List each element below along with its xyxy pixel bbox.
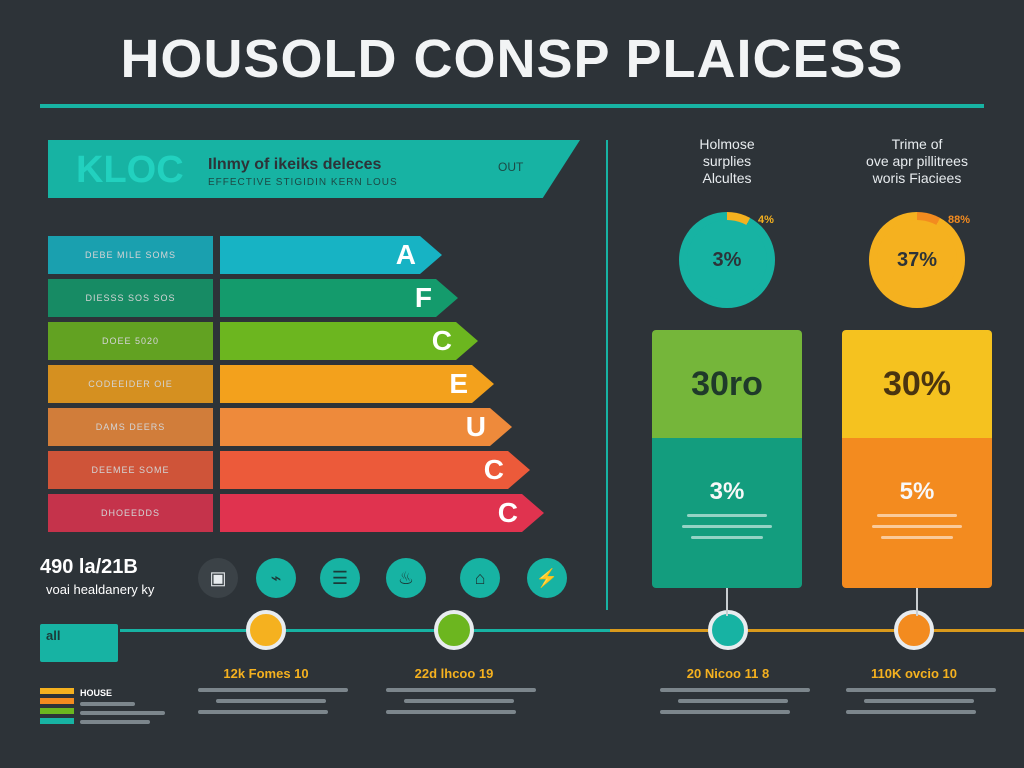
column-heading-line: surplies (702, 153, 752, 169)
rating-letter: E (449, 368, 468, 399)
card-text-line (877, 514, 957, 517)
timeline-node (894, 610, 934, 650)
caption-line (386, 688, 536, 692)
card-stem (726, 588, 728, 616)
rating-arrow: C (220, 494, 544, 532)
readout-value: 490 la/21B (40, 556, 138, 578)
page-title: HOUSOLD CONSP PLAICESS (120, 29, 904, 89)
timeline-caption-lines (846, 688, 996, 721)
card-text-line (682, 525, 772, 528)
plug-icon: ⚡ (527, 558, 567, 598)
rating-arrow: U (220, 408, 512, 446)
timeline-label: 12k Fomes 10 (223, 666, 309, 681)
column-heading: Holmose surplies Alcultes (627, 136, 827, 187)
banner-logo: KLOC (76, 149, 184, 191)
banner-subheading: EFFECTIVE STIGIDIN KERN LOUS (208, 177, 398, 188)
timeline-label: 20 Nicoo 11 8 (686, 666, 770, 681)
donut-chart: 37% (869, 212, 965, 308)
card-percent: 5% (899, 478, 935, 505)
timeline-line-teal (120, 629, 610, 632)
donut-chart: 3% (679, 212, 775, 308)
legend-text-lines (80, 702, 165, 724)
rating-arrow: C (220, 322, 478, 360)
timeline-label: 22d lhcoo 19 (414, 666, 494, 681)
card-text-line (691, 536, 763, 539)
readout-label: voai healdanery ky (46, 582, 155, 597)
caption-line (386, 710, 516, 714)
timeline-caption-lines (660, 688, 810, 721)
column-heading-line: Trime of (891, 136, 943, 152)
column-heading-line: woris Fiaciees (872, 170, 962, 186)
donut-value: 37% (877, 220, 957, 300)
card-text-line (687, 514, 767, 517)
title-rule (40, 104, 984, 108)
column-heading-line: ove apr pillitrees (866, 153, 968, 169)
banner-unit: OUT (498, 160, 524, 174)
legend-key-title: HOUSE (80, 688, 113, 698)
rating-letter: C (497, 497, 518, 528)
caption-line (198, 688, 348, 692)
rating-label: DAMS DEERS (48, 408, 213, 446)
banner-heading: Ilnmy of ikeiks deleces (208, 156, 382, 173)
rating-arrow: C (220, 451, 530, 489)
kettle-icon: ♨ (386, 558, 426, 598)
card-text-line (881, 536, 953, 539)
label-banner (48, 140, 580, 198)
card-body: 5% (842, 438, 992, 588)
caption-line (678, 699, 788, 703)
card-headline: 30% (842, 330, 992, 438)
caption-line (660, 710, 790, 714)
rating-label: DEEMEE SOME (48, 451, 213, 489)
donut-value: 3% (687, 220, 767, 300)
caption-line (846, 688, 996, 692)
donut-tag: 4% (758, 214, 774, 226)
column-heading-line: Holmose (699, 136, 755, 152)
rating-letter: A (395, 239, 416, 270)
column-heading-line: Alcultes (702, 170, 752, 186)
card-stem (916, 588, 918, 616)
comparison-card: 30ro 3% (652, 330, 802, 588)
rating-letter: C (431, 325, 452, 356)
comparison-card: 30% 5% (842, 330, 992, 588)
caption-line (198, 710, 328, 714)
caption-line (216, 699, 326, 703)
rating-arrow: A (220, 236, 442, 274)
timeline-caption-lines (198, 688, 348, 721)
washer-icon: ▣ (198, 558, 238, 598)
rating-arrow: E (220, 365, 494, 403)
stove-icon: ☰ (320, 558, 360, 598)
timeline-label: 110K ovcio 10 (871, 666, 957, 681)
caption-line (864, 699, 974, 703)
card-text-line (872, 525, 962, 528)
rating-label: CODEEIDER OIE (48, 365, 213, 403)
rating-letter: U (465, 411, 486, 442)
timeline-caption-lines (386, 688, 536, 721)
rating-letter: F (414, 282, 432, 313)
faucet-icon: ⌁ (256, 558, 296, 598)
legend-box-label: all (46, 628, 61, 643)
caption-line (404, 699, 514, 703)
rating-label: DOEE 5020 (48, 322, 213, 360)
caption-line (660, 688, 810, 692)
card-body: 3% (652, 438, 802, 588)
column-heading: Trime of ove apr pillitrees woris Fiaciees (817, 136, 1017, 187)
card-headline: 30ro (652, 330, 802, 438)
legend-box (40, 624, 118, 662)
timeline-node (434, 610, 474, 650)
timeline-node (246, 610, 286, 650)
rating-label: DIESSS SOS SOS (48, 279, 213, 317)
rating-letter: C (483, 454, 504, 485)
rating-label: DHOEEDDS (48, 494, 213, 532)
timeline-node (708, 610, 748, 650)
legend-stack (40, 688, 74, 730)
card-percent: 3% (709, 478, 745, 505)
section-divider (606, 140, 608, 610)
donut-tag: 88% (948, 214, 971, 226)
appliance-icon: ⌂ (460, 558, 500, 598)
caption-line (846, 710, 976, 714)
rating-label: DEBE MILE SOMS (48, 236, 213, 274)
rating-arrow: F (220, 279, 458, 317)
